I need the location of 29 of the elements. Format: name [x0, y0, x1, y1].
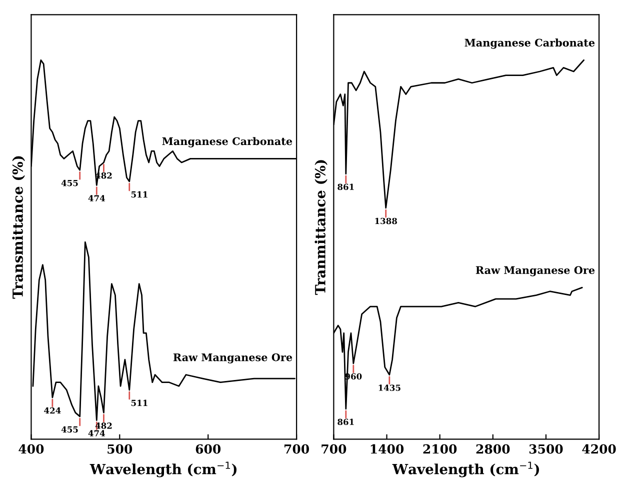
x-tick-label: 4200 — [582, 444, 616, 454]
annotation: 474 — [88, 430, 106, 436]
x-tick-label: 2800 — [476, 444, 510, 454]
series-label: Manganese Carbonate — [162, 137, 292, 148]
series-label: Raw Manganese Ore — [476, 266, 595, 276]
annotation: 511 — [131, 191, 148, 198]
x-tick-label: 700 — [284, 444, 310, 454]
x-tick-label: 400 — [18, 444, 44, 454]
x-tick-label: 3500 — [529, 444, 563, 454]
x-axis-title: Wavelength (cm$^{−1}$) — [90, 462, 237, 478]
annotation: 1388 — [375, 218, 398, 224]
annotation: 1435 — [378, 384, 400, 391]
x-tick-label: 500 — [108, 444, 132, 454]
annotation: 455 — [61, 180, 78, 186]
x-tick-label: 600 — [196, 444, 221, 454]
series-label: Manganese Carbonate — [464, 38, 595, 49]
annotation: 474 — [88, 195, 106, 202]
x-tick-label: 2100 — [423, 444, 457, 454]
x-tick-label: 700 — [322, 444, 346, 454]
annotation: 861 — [338, 418, 354, 426]
x-tick-label: 1400 — [370, 444, 404, 454]
annotation: 861 — [338, 184, 354, 190]
x-axis-title: Wavelength (cm$^{−1}$) — [392, 462, 539, 478]
annotation: 511 — [131, 400, 148, 406]
y-axis-title: Transmittance (%) — [12, 156, 25, 299]
y-axis-title: Tranmittance (%) — [314, 160, 328, 295]
annotation: 455 — [61, 426, 78, 433]
series-label: Raw Manganese Ore — [173, 353, 292, 364]
annotation: 424 — [44, 407, 61, 414]
